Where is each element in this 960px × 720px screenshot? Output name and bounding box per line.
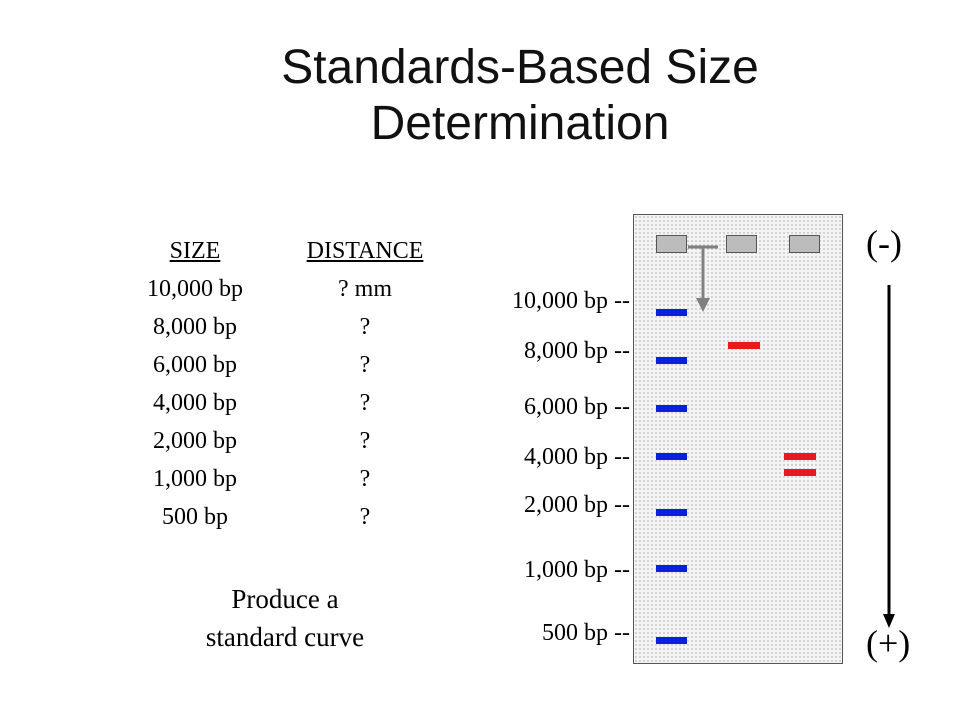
caption: Produce a standard curve: [150, 580, 420, 656]
row-distance: ? mm: [338, 276, 392, 302]
ladder-band-6000: [656, 405, 687, 412]
agarose-gel: [633, 214, 843, 664]
row-size: 8,000 bp: [153, 314, 237, 340]
header-distance: DISTANCE: [306, 238, 424, 264]
row-distance: ?: [359, 466, 371, 492]
gel-label-4000: 4,000 bp --: [524, 444, 630, 470]
positive-pole-label: (+): [866, 623, 911, 663]
table-row: 8,000 bp?: [100, 308, 440, 346]
row-distance: ?: [359, 352, 371, 378]
gel-label-10000: 10,000 bp --: [512, 288, 630, 314]
gel-label-1000: 1,000 bp --: [524, 557, 630, 583]
row-distance: ?: [359, 314, 371, 340]
ladder-band-1000: [656, 565, 687, 572]
gel-label-2000: 2,000 bp --: [524, 492, 630, 518]
row-size: 1,000 bp: [153, 466, 237, 492]
ladder-band-8000: [656, 357, 687, 364]
caption-line-1: Produce a: [231, 584, 339, 614]
row-distance: ?: [359, 428, 371, 454]
well-2: [726, 235, 757, 253]
sample-band-lane2: [728, 342, 760, 349]
ladder-band-4000: [656, 453, 687, 460]
row-distance: ?: [359, 390, 371, 416]
table-header-row: SIZE DISTANCE: [100, 232, 440, 270]
distance-arrow: [688, 245, 718, 312]
row-size: 500 bp: [162, 504, 228, 530]
header-size: SIZE: [169, 238, 221, 264]
gel-label-6000: 6,000 bp --: [524, 394, 630, 420]
well-1: [656, 235, 687, 253]
table-row: 2,000 bp?: [100, 422, 440, 460]
gel-label-8000: 8,000 bp --: [524, 338, 630, 364]
table-row: 4,000 bp?: [100, 384, 440, 422]
row-distance: ?: [359, 504, 371, 530]
table-row: 6,000 bp?: [100, 346, 440, 384]
sample-band-lane3-upper: [784, 453, 816, 460]
ladder-band-10000: [656, 309, 687, 316]
title-line-2: Determination: [370, 97, 670, 150]
row-size: 2,000 bp: [153, 428, 237, 454]
negative-pole-label: (-): [866, 223, 902, 263]
slide-title: Standards-Based Size Determination: [0, 40, 960, 152]
table-row: 500 bp?: [100, 498, 440, 536]
gel-label-500: 500 bp --: [542, 620, 630, 646]
table-row: 1,000 bp?: [100, 460, 440, 498]
row-size: 6,000 bp: [153, 352, 237, 378]
caption-line-2: standard curve: [205, 622, 365, 652]
row-size: 10,000 bp: [147, 276, 243, 302]
migration-arrow: [883, 285, 895, 628]
ladder-band-500: [656, 637, 687, 644]
sample-band-lane3-lower: [784, 469, 816, 476]
title-line-1: Standards-Based Size: [281, 41, 759, 94]
ladder-band-2000: [656, 509, 687, 516]
well-3: [789, 235, 820, 253]
size-distance-table: SIZE DISTANCE 10,000 bp ? mm 8,000 bp? 6,…: [100, 232, 440, 536]
row-size: 4,000 bp: [153, 390, 237, 416]
table-row: 10,000 bp ? mm: [100, 270, 440, 308]
